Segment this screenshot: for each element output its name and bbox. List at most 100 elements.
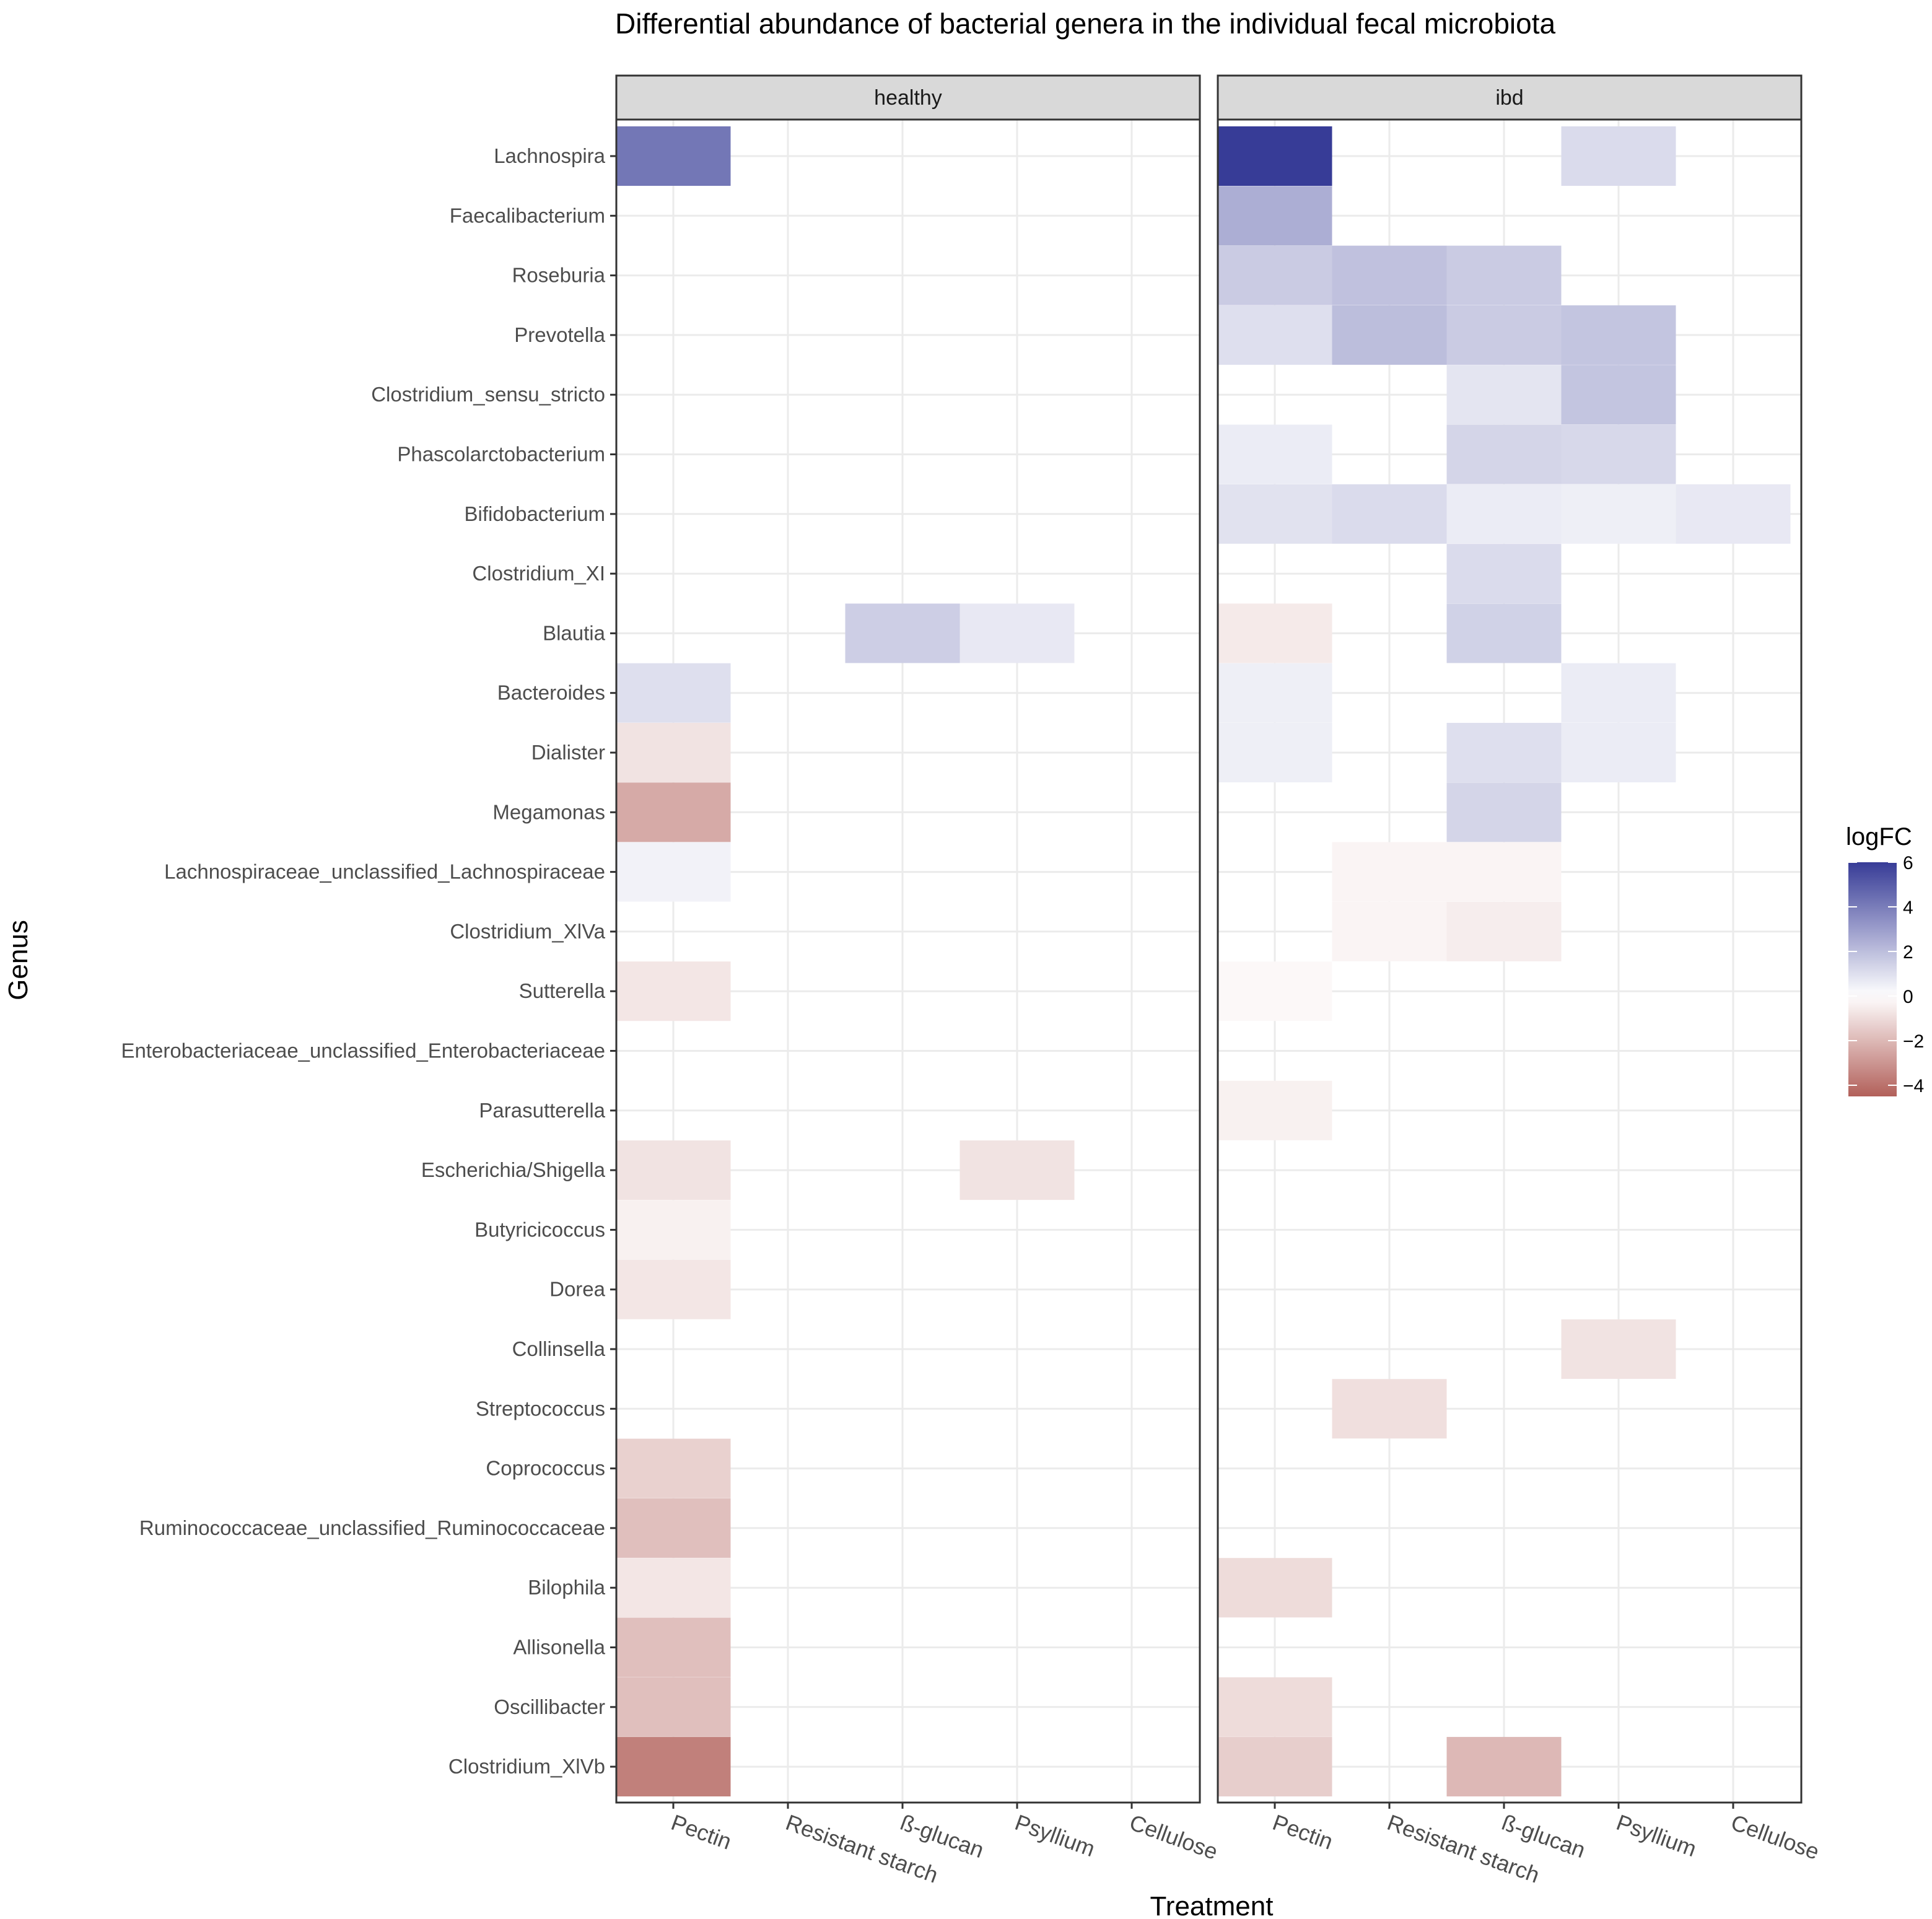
heatmap-cell-healthy-dorea-pectin — [616, 1259, 731, 1319]
heatmap-cell-ibd-lachnospiraceae-unclassified-lachnospiraceae-resistant-starch — [1332, 842, 1447, 902]
heatmap-cell-ibd-phascolarctobacterium-pectin — [1217, 424, 1332, 484]
heatmap-cell-ibd-bilophila-pectin — [1217, 1558, 1332, 1618]
heatmap-cell-ibd-bifidobacterium-cellulose — [1676, 484, 1791, 544]
heatmap-cell-ibd-clostridium-xlvb-pectin — [1217, 1737, 1332, 1797]
heatmap-cell-ibd-bacteroides-pectin — [1217, 663, 1332, 723]
y-tick-label-butyricicoccus: Butyricicoccus — [474, 1218, 605, 1241]
heatmap-cell-ibd-prevotella-psyllium — [1561, 305, 1676, 365]
legend-tick-label: 2 — [1903, 942, 1913, 963]
y-tick-label-oscillibacter: Oscillibacter — [494, 1695, 605, 1718]
heatmap-cell-healthy-bacteroides-pectin — [616, 663, 731, 723]
y-tick-label-streptococcus: Streptococcus — [476, 1397, 605, 1420]
heatmap-cell-ibd-faecalibacterium-pectin — [1217, 186, 1332, 246]
heatmap-cell-ibd-clostridium-xlva-resistant-starch — [1332, 901, 1447, 961]
heatmap-cell-ibd-roseburia-pectin — [1217, 245, 1332, 305]
heatmap-cell-ibd-parasutterella-pectin — [1217, 1080, 1332, 1140]
legend-tick-label: 6 — [1903, 853, 1913, 873]
facet-strip-label-healthy: healthy — [874, 86, 942, 110]
y-tick-label-dorea: Dorea — [549, 1278, 606, 1301]
legend-tick-label: 0 — [1903, 987, 1913, 1007]
heatmap-cell-ibd-prevotella-pectin — [1217, 305, 1332, 365]
legend-color-bar — [1848, 862, 1897, 1096]
y-tick-label-bifidobacterium: Bifidobacterium — [465, 502, 605, 525]
y-axis-tick-labels: Lachnospira Faecalibacterium Roseburia Prev… — [121, 144, 616, 1778]
y-tick-label-clostridium-sensu-stricto: Clostridium_sensu_stricto — [371, 383, 605, 406]
heatmap-cell-healthy-lachnospiraceae-unclassified-lachnospiraceae-pectin — [616, 842, 731, 902]
x-tick-label-ibd-psyllium: Psyllium — [1613, 1809, 1700, 1861]
y-tick-label-lachnospira: Lachnospira — [494, 144, 605, 167]
heatmap-cell-ibd-collinsella-psyllium — [1561, 1319, 1676, 1379]
heatmap-cell-ibd-sutterella-pectin — [1217, 961, 1332, 1021]
x-tick-label-ibd-pectin: Pectin — [1269, 1809, 1336, 1855]
y-tick-label-coprococcus: Coprococcus — [486, 1457, 605, 1480]
y-tick-label-faecalibacterium: Faecalibacterium — [450, 204, 605, 227]
heatmap-cell-ibd-lachnospira-pectin — [1217, 126, 1332, 186]
facet-panel-healthy: healthy — [615, 74, 1201, 1804]
y-tick-label-megamonas: Megamonas — [492, 800, 605, 823]
y-axis-title: Genus — [3, 920, 33, 1000]
y-tick-label-bilophila: Bilophila — [528, 1576, 605, 1599]
heatmap-cell-ibd-clostridium-xlva-glucan — [1446, 901, 1562, 961]
heatmap-cell-ibd-roseburia-resistant-starch — [1332, 245, 1447, 305]
heatmap-cell-ibd-blautia-pectin — [1217, 603, 1332, 663]
heatmap-cell-ibd-dialister-psyllium — [1561, 723, 1676, 782]
heatmap-cell-healthy-bilophila-pectin — [616, 1558, 731, 1618]
y-tick-label-clostridium-xi: Clostridium_XI — [472, 562, 605, 585]
heatmap-cell-ibd-megamonas-glucan — [1446, 782, 1562, 842]
heatmap-cell-ibd-blautia-glucan — [1446, 603, 1562, 663]
heatmap-cell-ibd-prevotella-resistant-starch — [1332, 305, 1447, 365]
heatmap-cell-healthy-allisonella-pectin — [616, 1617, 731, 1677]
panels: healthy ibd — [615, 74, 1803, 1804]
heatmap-cell-healthy-butyricicoccus-pectin — [616, 1200, 731, 1260]
heatmap-cell-ibd-clostridium-sensu-stricto-glucan — [1446, 365, 1562, 425]
heatmap-cell-healthy-oscillibacter-pectin — [616, 1677, 731, 1737]
y-tick-label-allisonella: Allisonella — [513, 1636, 605, 1659]
facet-strip — [615, 74, 1201, 121]
legend-tick-label: −2 — [1903, 1031, 1924, 1052]
heatmap-cell-ibd-dialister-glucan — [1446, 723, 1562, 782]
y-tick-label-prevotella: Prevotella — [514, 323, 605, 346]
heatmap-cell-healthy-blautia-psyllium — [959, 603, 1075, 663]
heatmap-cell-healthy-clostridium-xlvb-pectin — [616, 1737, 731, 1797]
heatmap-cell-healthy-blautia-glucan — [845, 603, 960, 663]
y-tick-label-parasutterella: Parasutterella — [479, 1099, 605, 1122]
heatmap-cell-ibd-oscillibacter-pectin — [1217, 1677, 1332, 1737]
heatmap-cell-ibd-phascolarctobacterium-glucan — [1446, 424, 1562, 484]
legend-tick-label: −4 — [1903, 1076, 1924, 1096]
facet-strip-label-ibd: ibd — [1495, 86, 1523, 110]
y-tick-label-lachnospiraceae-unclassified-lachnospiraceae: Lachnospiraceae_unclassified_Lachnospira… — [164, 860, 605, 883]
heatmap-cell-ibd-prevotella-glucan — [1446, 305, 1562, 365]
x-tick-label-healthy-psyllium: Psyllium — [1012, 1809, 1098, 1861]
y-tick-label-blautia: Blautia — [543, 621, 606, 644]
heatmap-cell-healthy-dialister-pectin — [616, 723, 731, 782]
x-tick-label-healthy-pectin: Pectin — [668, 1809, 735, 1855]
y-tick-label-escherichia-shigella: Escherichia/Shigella — [421, 1158, 606, 1181]
heatmap-cell-ibd-roseburia-glucan — [1446, 245, 1562, 305]
y-tick-label-enterobacteriaceae-unclassified-enterobacteriaceae: Enterobacteriaceae_unclassified_Enteroba… — [121, 1039, 605, 1062]
heatmap-cell-ibd-bifidobacterium-pectin — [1217, 484, 1332, 544]
heatmap-cell-healthy-coprococcus-pectin — [616, 1438, 731, 1498]
heatmap-cell-healthy-lachnospira-pectin — [616, 126, 731, 186]
heatmap-cell-healthy-escherichia-shigella-pectin — [616, 1140, 731, 1200]
heatmap-cell-healthy-megamonas-pectin — [616, 782, 731, 842]
heatmap-cell-ibd-lachnospiraceae-unclassified-lachnospiraceae-glucan — [1446, 842, 1562, 902]
y-tick-label-collinsella: Collinsella — [512, 1337, 606, 1360]
heatmap-cell-healthy-sutterella-pectin — [616, 961, 731, 1021]
heatmap-cell-ibd-clostridium-sensu-stricto-psyllium — [1561, 365, 1676, 425]
x-tick-label-healthy-cellulose: Cellulose — [1126, 1809, 1221, 1864]
heatmap-cell-healthy-escherichia-shigella-psyllium — [959, 1140, 1075, 1200]
chart-title: Differential abundance of bacterial gene… — [615, 7, 1556, 40]
heatmap-cell-ibd-clostridium-xi-glucan — [1446, 544, 1562, 604]
heatmap-cell-ibd-streptococcus-resistant-starch — [1332, 1379, 1447, 1439]
heatmap-cell-ibd-bacteroides-psyllium — [1561, 663, 1676, 723]
heatmap-cell-healthy-ruminococcaceae-unclassified-ruminococcaceae-pectin — [616, 1498, 731, 1558]
x-axis-title: Treatment — [1150, 1891, 1274, 1919]
facet-strip — [1217, 74, 1803, 121]
legend-ticks: 6 4 2 0 −2 −4 — [1848, 853, 1924, 1096]
heatmap-cell-ibd-lachnospira-psyllium — [1561, 126, 1676, 186]
y-tick-label-clostridium-xlva: Clostridium_XlVa — [450, 920, 605, 943]
legend-tick-label: 4 — [1903, 898, 1913, 918]
color-legend: logFC 6 4 2 0 −2 −4 — [1846, 823, 1924, 1096]
